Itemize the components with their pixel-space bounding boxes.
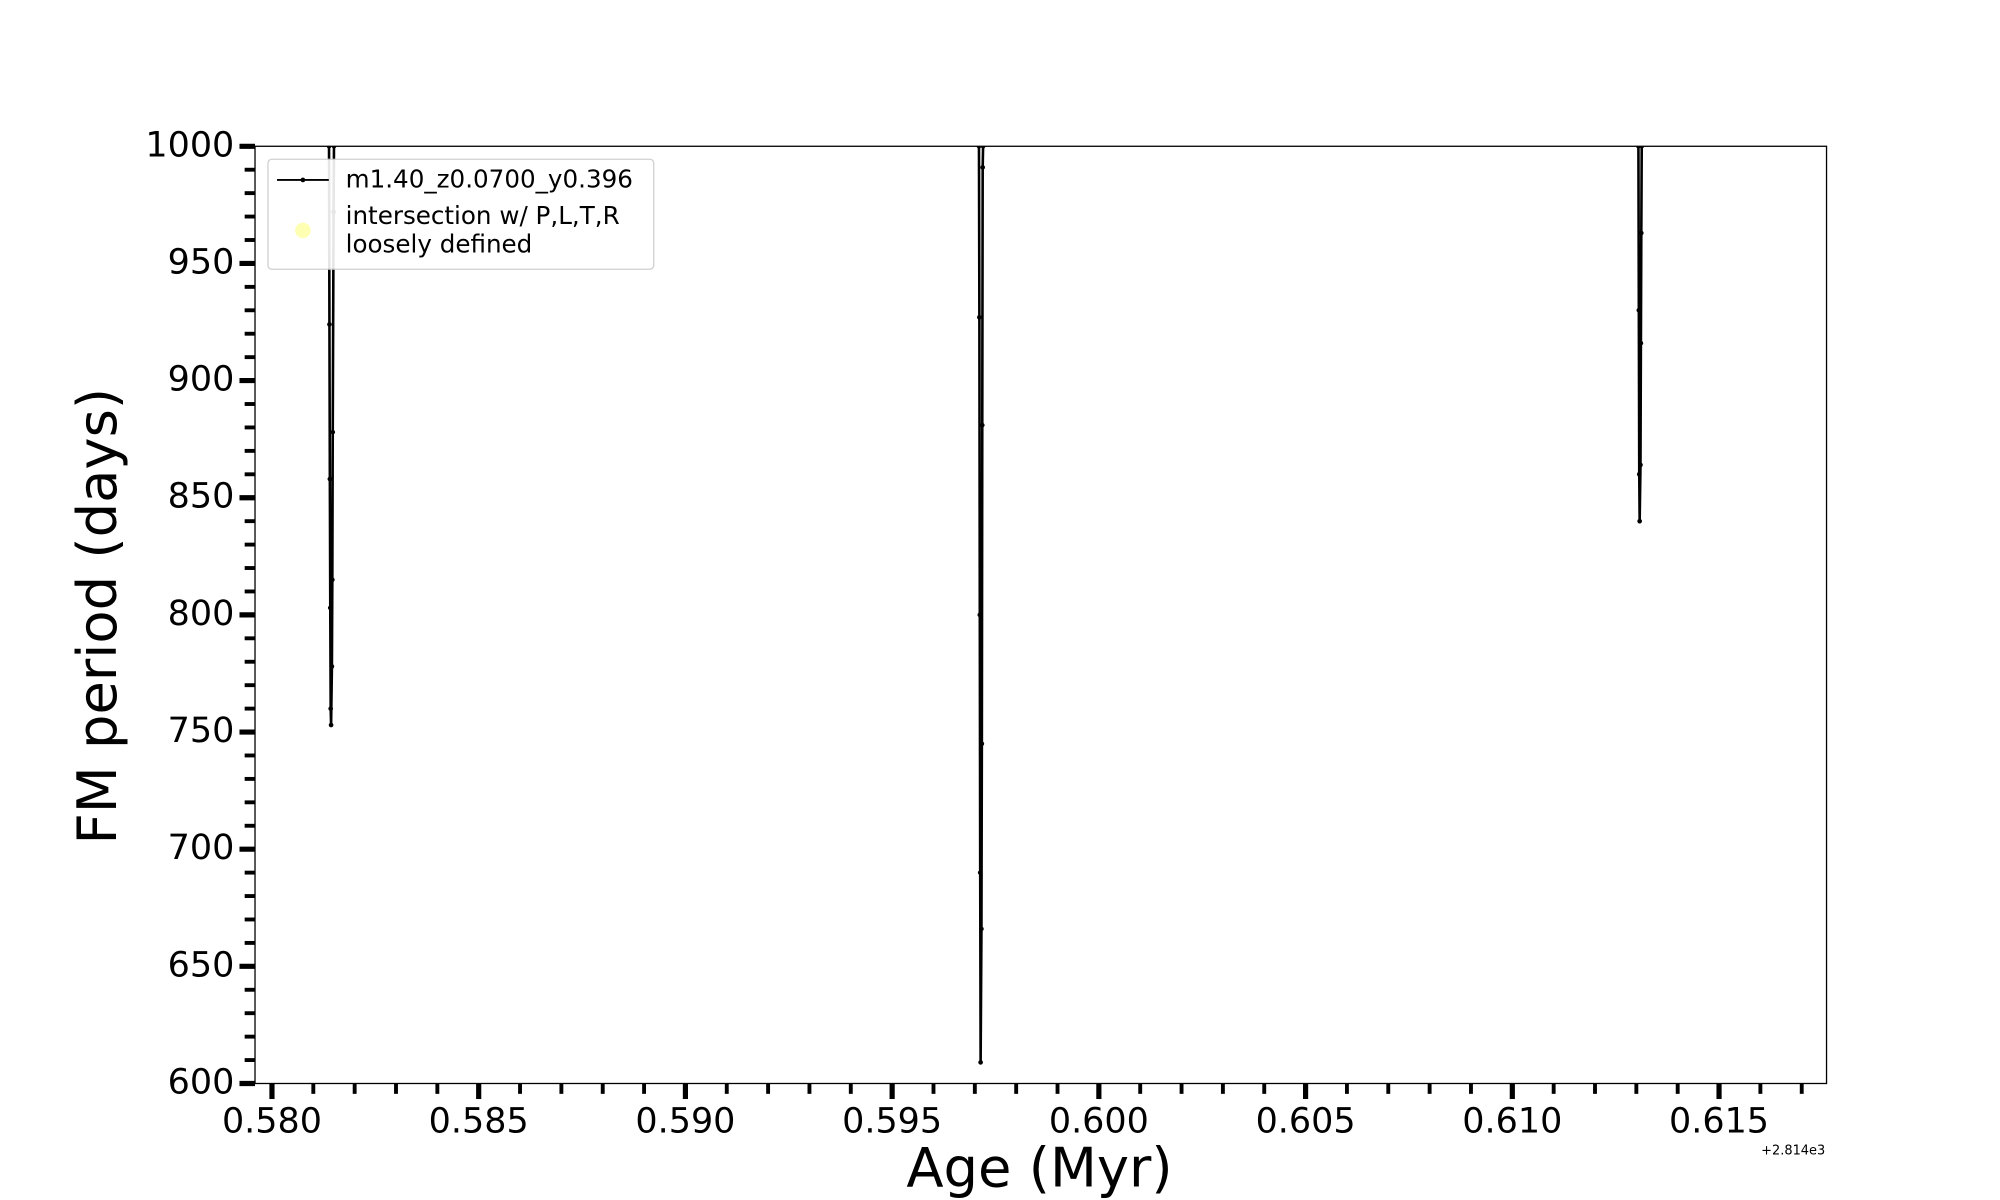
legend-box: [267, 158, 655, 270]
data-point: [329, 664, 335, 669]
data-point: [977, 870, 983, 875]
data-point: [980, 165, 986, 170]
legend-label: intersection w/ P,L,T,R loosely defined: [345, 201, 620, 259]
data-point: [977, 314, 982, 320]
y-axis-label: FM period (days): [66, 388, 129, 845]
data-point: [976, 146, 982, 149]
data-point: [330, 577, 335, 583]
data-point: [327, 605, 333, 611]
data-point: [326, 146, 332, 149]
y-tick-label: 1000: [145, 125, 234, 165]
y-tick-label: 650: [168, 945, 235, 985]
data-point: [327, 476, 333, 482]
data-point: [1638, 230, 1644, 236]
x-tick-label: 0.590: [635, 1101, 735, 1141]
data-point: [1636, 471, 1642, 477]
x-tick-label: 0.585: [429, 1101, 529, 1141]
x-tick-label: 0.615: [1669, 1101, 1769, 1141]
data-point: [1638, 462, 1643, 468]
data-point: [330, 429, 336, 435]
data-point: [978, 1060, 983, 1065]
data-point: [328, 706, 334, 711]
x-tick-label: 0.595: [842, 1101, 942, 1141]
legend-label-box: m1.40_z0.0700_y0.396: [345, 165, 633, 195]
x-tick-label: 0.600: [1049, 1101, 1149, 1141]
legend-label-box: intersection w/ P,L,T,R loosely defined: [345, 201, 620, 259]
data-point: [977, 612, 983, 618]
legend-label: m1.40_z0.0700_y0.396: [345, 165, 633, 195]
legend-marker: [300, 177, 306, 183]
x-tick-label: 0.605: [1256, 1101, 1356, 1141]
data-point: [1638, 340, 1644, 346]
y-tick-label: 600: [168, 1062, 235, 1102]
data-point: [1639, 146, 1645, 149]
x-offset-text: +2.814e3: [1761, 1143, 1825, 1158]
y-tick-label: 800: [168, 594, 235, 634]
x-tick-label: 0.580: [222, 1101, 322, 1141]
y-tick-label: 850: [168, 477, 235, 517]
data-point: [979, 422, 985, 428]
y-tick-label: 900: [168, 360, 235, 400]
y-tick-label: 750: [168, 711, 235, 751]
x-axis-label: Age (Myr): [906, 1137, 1172, 1200]
plot-frame: [254, 145, 1828, 1085]
data-point: [980, 146, 986, 149]
data-point: [331, 146, 337, 149]
data-point: [327, 322, 332, 327]
y-tick-label: 950: [168, 242, 235, 282]
data-point: [979, 926, 984, 932]
data-point: [1637, 518, 1642, 524]
plot-area: [326, 146, 1645, 1065]
data-point: [979, 741, 985, 747]
y-tick-label: 700: [168, 828, 235, 868]
series-line: [327, 146, 1644, 1063]
legend-marker: [295, 222, 311, 239]
data-point: [328, 722, 334, 728]
data-point: [1636, 307, 1642, 313]
x-tick-label: 0.610: [1462, 1101, 1562, 1141]
